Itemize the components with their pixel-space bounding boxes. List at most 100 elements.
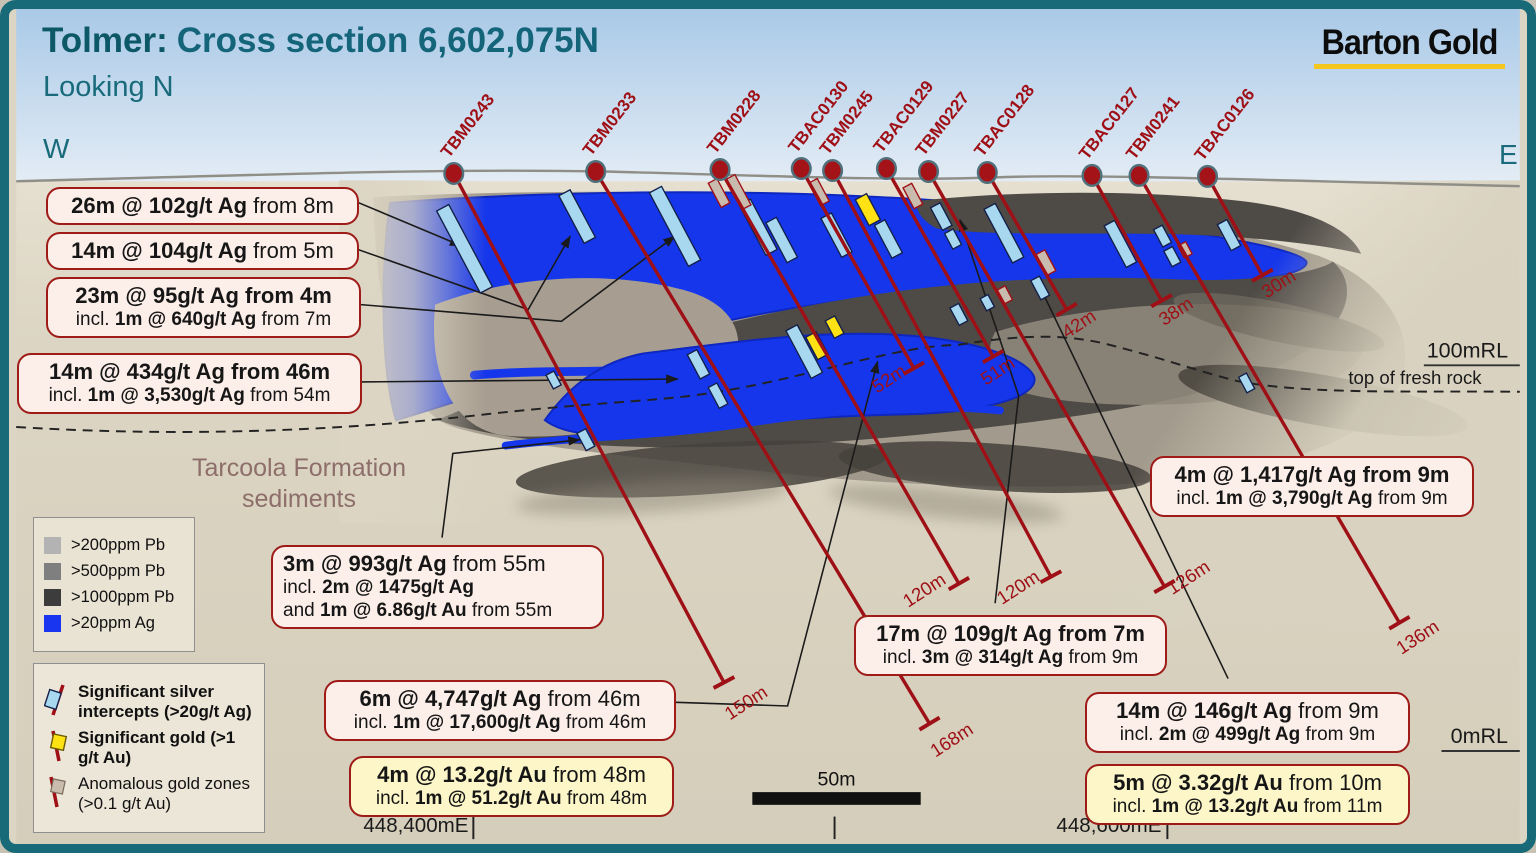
anomalous-gold-label: Anomalous gold zones (>0.1 g/t Au) xyxy=(78,774,251,814)
silver-intercept-bar xyxy=(435,203,494,295)
end-of-hole-tick xyxy=(1150,293,1173,309)
callout-line: incl. 3m @ 314g/t Ag from 9m xyxy=(882,647,1139,669)
callout-line: 23m @ 95g/t Ag from 4m xyxy=(75,283,332,308)
gold-intercept-bar xyxy=(824,315,845,340)
silver-intercept-bar xyxy=(545,370,563,390)
collar-dot xyxy=(585,159,607,183)
direction-east-label: E xyxy=(1499,139,1518,170)
callout-leader-6 xyxy=(668,360,880,707)
callout-line: 3m @ 993g/t Ag from 55m xyxy=(283,551,546,576)
silver-intercept-bar xyxy=(929,201,953,232)
silver-intercept-bar xyxy=(686,348,711,380)
legend-grade-shading: >200ppm Pb >500ppm Pb >1000ppm Pb >20ppm… xyxy=(33,517,195,652)
anomalous-gold-bar xyxy=(902,182,924,210)
collar-dot xyxy=(709,158,731,182)
callout-line: 14m @ 146g/t Ag from 9m xyxy=(1116,698,1379,723)
silver-intercept-bar xyxy=(943,228,963,251)
drill-trace xyxy=(452,172,726,684)
callout-line: 26m @ 102g/t Ag from 8m xyxy=(71,193,334,218)
frame-annotations: 100mRL 0mRL top of fresh rock 448,400mE … xyxy=(363,338,1520,840)
scale-bar-label: 50m xyxy=(817,768,855,790)
collar-dot xyxy=(976,160,998,184)
drill-trace xyxy=(884,167,995,358)
callout-line: and 1m @ 6.86g/t Au from 55m xyxy=(283,600,553,622)
silver-intercept-bar xyxy=(1162,245,1182,268)
collar-dot xyxy=(1197,164,1219,188)
gold-intercept-bar xyxy=(854,192,882,227)
formation-label: Tarcoola Formation sediments xyxy=(172,453,426,514)
geology-deep-blob-1 xyxy=(515,440,887,498)
sky xyxy=(16,9,1520,182)
callout-line: incl. 2m @ 499g/t Ag from 9m xyxy=(1119,724,1376,746)
section-canvas: 150mTBM0243168mTBM0233120mTBM022852mTBAC… xyxy=(16,9,1520,844)
legend-item-pb500: >500ppm Pb xyxy=(44,562,184,581)
silver-intercepts-label: Significant silver intercepts (>20g/t Ag… xyxy=(78,682,252,722)
direction-west-label: W xyxy=(43,133,70,164)
silver-intercept-bar xyxy=(979,293,996,312)
gold-intercept-bar xyxy=(804,330,830,361)
end-of-hole-tick xyxy=(947,576,971,592)
ag20-label: >20ppm Ag xyxy=(71,614,155,632)
assay-callout-c10: 14m @ 146g/t Ag from 9m incl. 2m @ 499g/t… xyxy=(1085,692,1410,754)
assay-callout-c1: 26m @ 102g/t Ag from 8m xyxy=(46,187,359,226)
assay-callout-c7: 4m @ 13.2g/t Au from 48m incl. 1m @ 51.2g… xyxy=(349,756,674,818)
pb1000-label: >1000ppm Pb xyxy=(71,588,175,606)
callout-line: incl. 1m @ 13.2g/t Au from 11m xyxy=(1112,796,1383,818)
callout-leader-5 xyxy=(441,436,581,538)
callout-line: incl. 1m @ 3,790g/t Ag from 9m xyxy=(1176,488,1448,510)
geology-shadow-1 xyxy=(515,478,790,515)
callout-leader-lines xyxy=(358,202,1229,707)
assay-callout-c4: 14m @ 434g/t Ag from 46m incl. 1m @ 3,530… xyxy=(17,353,362,415)
silver-intercept-bar xyxy=(1103,219,1138,269)
drill-trace xyxy=(985,171,1069,311)
assay-callout-c8: 17m @ 109g/t Ag from 7m incl. 3m @ 314g/t… xyxy=(854,615,1167,677)
callout-line: 4m @ 13.2g/t Au from 48m xyxy=(377,762,646,787)
scale-bar xyxy=(752,792,921,805)
drill-trace xyxy=(1137,174,1401,624)
silver-intercept-bar xyxy=(707,382,729,410)
callout-line: incl. 1m @ 640g/t Ag from 7m xyxy=(75,309,332,331)
callout-line: incl. 1m @ 17,600g/t Ag from 46m xyxy=(353,712,647,734)
easting-left-label: 448,400mE xyxy=(363,814,468,837)
collar-dot xyxy=(918,159,940,183)
callout-line: 14m @ 104g/t Ag from 5m xyxy=(71,238,334,263)
assay-callout-c3: 23m @ 95g/t Ag from 4m incl. 1m @ 640g/t … xyxy=(46,277,361,339)
callout-line: incl. 2m @ 1475g/t Ag xyxy=(283,577,475,599)
rl-100-label: 100mRL xyxy=(1427,338,1508,362)
intercept-bars xyxy=(435,173,1256,452)
silver-intercept-bar xyxy=(1152,224,1173,248)
callout-leader-1 xyxy=(358,202,463,247)
drill-trace xyxy=(718,168,961,585)
drill-trace xyxy=(1090,174,1164,302)
legend-item-pb1000: >1000ppm Pb xyxy=(44,588,184,607)
legend-intercept-symbols: Significant silver intercepts (>20g/t Ag… xyxy=(33,663,265,834)
pb500-label: >500ppm Pb xyxy=(71,562,166,580)
callout-leader-4 xyxy=(360,374,679,384)
silver-intercept-bar xyxy=(1237,372,1256,394)
callout-leader-8 xyxy=(1036,280,1229,679)
silver-intercept-bar xyxy=(983,202,1025,264)
drill-trace xyxy=(1206,175,1264,277)
callout-line: 4m @ 1,417g/t Ag from 9m xyxy=(1174,462,1450,487)
silver-intercept-bar xyxy=(1029,275,1051,301)
geology-bodies xyxy=(339,180,1520,631)
title-prefix: Tolmer: xyxy=(42,21,168,60)
end-of-hole-tick xyxy=(1251,267,1274,283)
callout-line: incl. 1m @ 3,530g/t Ag from 54m xyxy=(48,385,331,407)
assay-callout-c2: 14m @ 104g/t Ag from 5m xyxy=(46,232,359,271)
pb200-label: >200ppm Pb xyxy=(71,536,166,554)
callout-line: 17m @ 109g/t Ag from 7m xyxy=(876,621,1145,646)
callout-line: 6m @ 4,747g/t Ag from 46m xyxy=(359,686,641,711)
collar-dot xyxy=(822,159,844,183)
end-of-hole-tick xyxy=(1055,301,1078,318)
pb500-swatch xyxy=(44,563,61,580)
collar-dot xyxy=(875,157,897,181)
title-rest: Cross section 6,602,075N xyxy=(176,21,599,60)
legend-item-silver-intercepts: Significant silver intercepts (>20g/t Ag… xyxy=(44,682,254,722)
legend-item-pb200: >200ppm Pb xyxy=(44,536,184,555)
drill-trace xyxy=(927,170,1166,588)
drill-trace xyxy=(799,167,916,370)
rl-0-label: 0mRL xyxy=(1451,724,1508,748)
logo-gold-underline xyxy=(1313,64,1505,69)
